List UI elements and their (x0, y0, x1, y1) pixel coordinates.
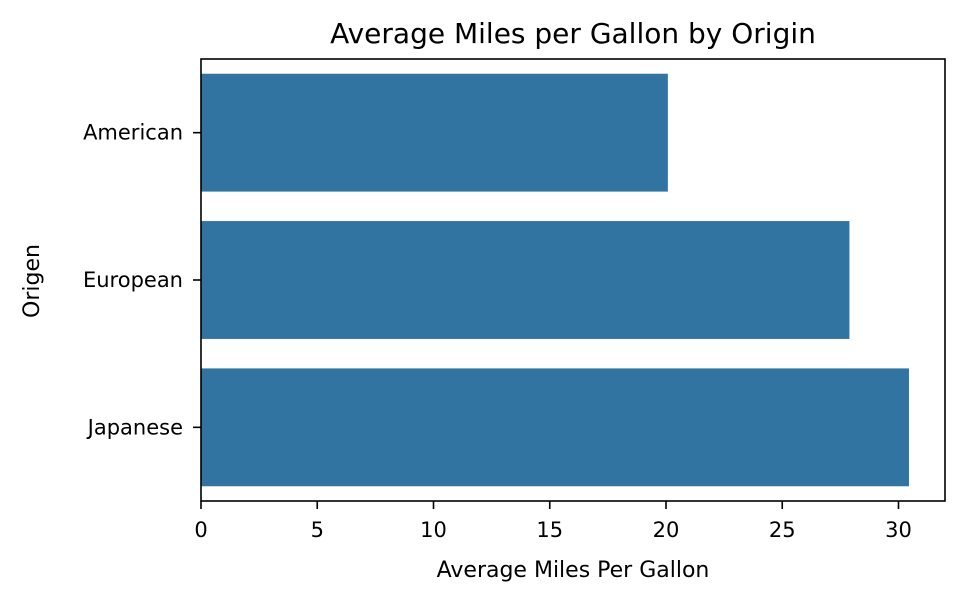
chart-title: Average Miles per Gallon by Origin (330, 17, 816, 50)
y-tick-label-european: European (83, 268, 183, 292)
x-tick-label-25: 25 (769, 518, 796, 542)
y-axis-label: Origen (20, 244, 45, 318)
plot-frame (200, 58, 946, 502)
y-tick-label-japanese: Japanese (86, 415, 183, 439)
bar-japanese (201, 368, 909, 487)
y-axis: American European Japanese (83, 121, 201, 439)
x-tick-label-30: 30 (885, 518, 912, 542)
x-axis-label: Average Miles Per Gallon (437, 558, 710, 583)
x-tick-label-20: 20 (653, 518, 680, 542)
bar-european (201, 221, 850, 339)
x-tick-label-10: 10 (420, 518, 447, 542)
y-tick-label-american: American (83, 121, 183, 145)
x-axis: 0 5 10 15 20 25 30 (194, 501, 912, 542)
x-tick-label-15: 15 (536, 518, 563, 542)
bars-group (201, 73, 909, 487)
bar-american (201, 73, 668, 192)
x-tick-label-0: 0 (194, 518, 207, 542)
x-tick-label-5: 5 (311, 518, 324, 542)
